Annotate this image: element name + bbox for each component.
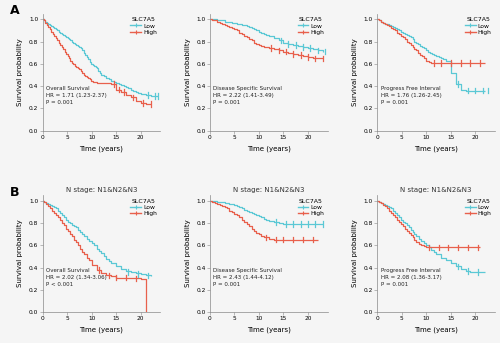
Legend: Low, High: Low, High	[464, 17, 492, 35]
Text: A: A	[10, 4, 19, 17]
Y-axis label: Survival probability: Survival probability	[184, 38, 190, 106]
X-axis label: Time (years): Time (years)	[80, 145, 124, 152]
Text: Progress Free Interval
HR = 1.76 (1.26-2.45)
P = 0.001: Progress Free Interval HR = 1.76 (1.26-2…	[380, 86, 442, 105]
Text: Disease Specific Survival
HR = 2.22 (1.41-3.49)
P = 0.001: Disease Specific Survival HR = 2.22 (1.4…	[214, 86, 282, 105]
Text: Overall Survival
HR = 1.71 (1.23-2.37)
P = 0.001: Overall Survival HR = 1.71 (1.23-2.37) P…	[46, 86, 107, 105]
Text: Progress Free Interval
HR = 2.08 (1.36-3.17)
P = 0.001: Progress Free Interval HR = 2.08 (1.36-3…	[380, 268, 442, 287]
Text: B: B	[10, 186, 19, 199]
Y-axis label: Survival probability: Survival probability	[352, 220, 358, 287]
Legend: Low, High: Low, High	[464, 198, 492, 217]
Legend: Low, High: Low, High	[297, 17, 324, 35]
X-axis label: Time (years): Time (years)	[414, 327, 458, 333]
Y-axis label: Survival probability: Survival probability	[352, 38, 358, 106]
Y-axis label: Survival probability: Survival probability	[18, 38, 24, 106]
Title: N stage: N1&N2&N3: N stage: N1&N2&N3	[233, 187, 304, 193]
Text: Overall Survival
HR = 2.02 (1.34-3.06)
P < 0.001: Overall Survival HR = 2.02 (1.34-3.06) P…	[46, 268, 107, 287]
Title: N stage: N1&N2&N3: N stage: N1&N2&N3	[66, 187, 137, 193]
Legend: Low, High: Low, High	[297, 198, 324, 217]
Title: N stage: N1&N2&N3: N stage: N1&N2&N3	[400, 187, 472, 193]
Text: Disease Specific Survival
HR = 2.43 (1.44-4.12)
P = 0.001: Disease Specific Survival HR = 2.43 (1.4…	[214, 268, 282, 287]
X-axis label: Time (years): Time (years)	[247, 327, 290, 333]
Y-axis label: Survival probability: Survival probability	[184, 220, 190, 287]
Y-axis label: Survival probability: Survival probability	[18, 220, 24, 287]
Legend: Low, High: Low, High	[130, 17, 158, 35]
X-axis label: Time (years): Time (years)	[247, 145, 290, 152]
X-axis label: Time (years): Time (years)	[414, 145, 458, 152]
Legend: Low, High: Low, High	[130, 198, 158, 217]
X-axis label: Time (years): Time (years)	[80, 327, 124, 333]
